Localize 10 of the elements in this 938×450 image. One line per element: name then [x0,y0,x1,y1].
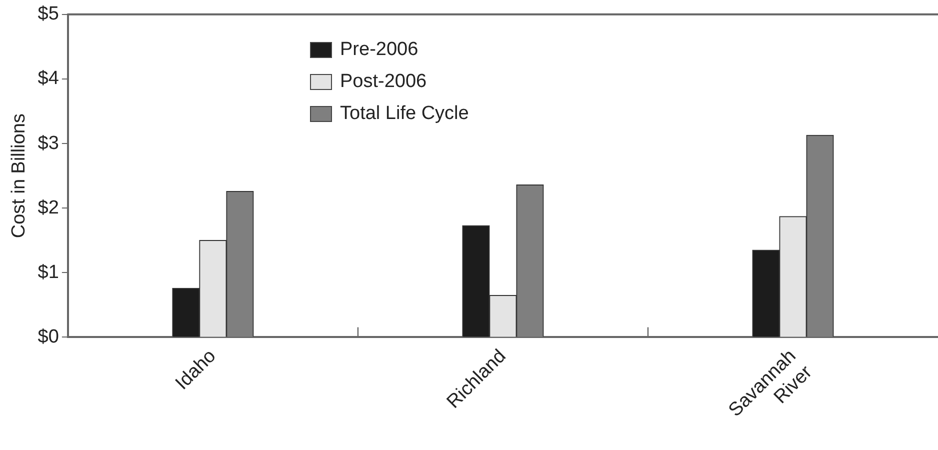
y-axis-title: Cost in Billions [8,114,30,238]
y-tick-label: $5 [38,4,59,25]
legend-label: Post-2006 [340,71,427,93]
legend-label: Pre-2006 [340,39,418,61]
y-tick-label: $1 [38,262,59,283]
legend-label: Total Life Cycle [340,103,469,125]
y-tick-label: $3 [38,132,59,154]
y-tick-label: $2 [38,197,59,218]
y-tick-label: $4 [38,68,60,90]
y-tick-label: $0 [38,326,59,348]
